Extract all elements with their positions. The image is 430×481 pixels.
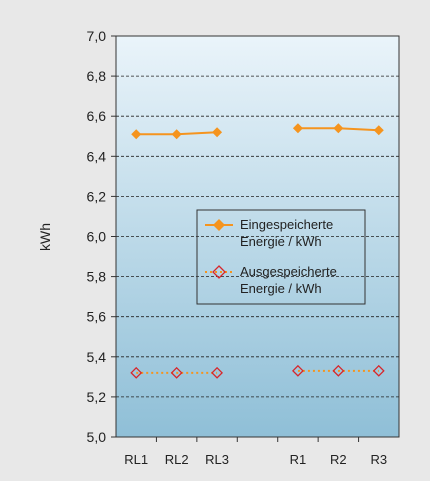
x-tick-label: RL3: [205, 452, 229, 467]
y-tick-label: 6,4: [87, 148, 107, 164]
y-tick-label: 5,0: [87, 429, 107, 445]
legend: Eingespeicherte Energie / kWh Ausgespeic…: [197, 210, 365, 304]
x-tick-label: R1: [290, 452, 307, 467]
y-tick-label: 7,0: [87, 28, 107, 44]
y-tick-label: 5,8: [87, 269, 107, 285]
x-tick-label: RL1: [124, 452, 148, 467]
legend-label-eingespeicherte-1: Eingespeicherte: [240, 217, 333, 232]
y-tick-label: 5,2: [87, 389, 107, 405]
y-tick-label: 5,6: [87, 309, 107, 325]
legend-label-ausgespeicherte-1: Ausgespeicherte: [240, 264, 337, 279]
y-axis-title: kWh: [37, 223, 53, 251]
y-tick-label: 6,2: [87, 188, 107, 204]
y-tick-label: 6,6: [87, 108, 107, 124]
legend-label-ausgespeicherte-2: Energie / kWh: [240, 281, 322, 296]
legend-label-eingespeicherte-2: Energie / kWh: [240, 234, 322, 249]
y-tick-label: 5,4: [87, 349, 107, 365]
y-tick-label: 6,0: [87, 229, 107, 245]
x-tick-label: RL2: [165, 452, 189, 467]
y-tick-label: 6,8: [87, 68, 107, 84]
x-tick-label: R3: [370, 452, 387, 467]
x-tick-label: R2: [330, 452, 347, 467]
